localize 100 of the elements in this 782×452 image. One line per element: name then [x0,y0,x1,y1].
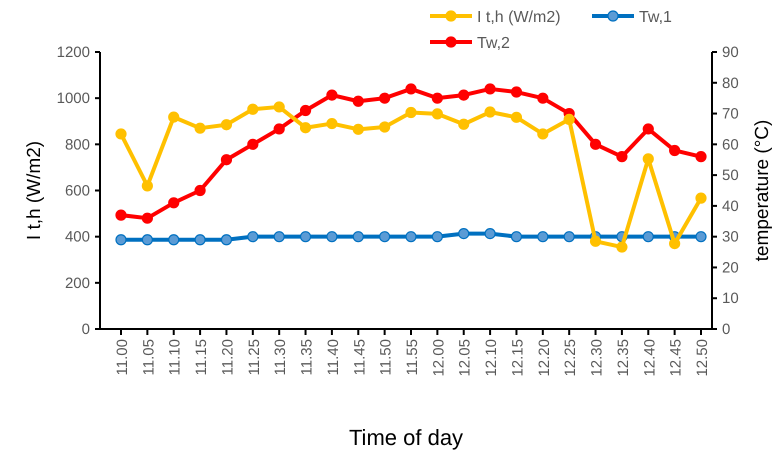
point [484,106,496,118]
legend-label: Tw,1 [639,9,672,26]
point [537,231,548,242]
point [642,123,654,135]
point [510,112,522,123]
point [669,144,680,156]
point [352,231,364,242]
point [326,118,338,130]
x-tick-label: 12.50 [694,339,711,377]
point [115,128,127,140]
point [300,104,312,116]
point [432,231,443,242]
point [300,231,312,242]
point [300,122,312,134]
y2-tick-label: 0 [722,321,730,338]
point [247,104,258,115]
point [405,106,417,118]
y2-axis-title: temperature (°C) [752,120,773,262]
x-tick-label: 11.55 [404,339,421,376]
point [458,118,470,130]
point [194,184,206,196]
point [510,231,522,242]
point [352,124,364,135]
x-tick-label: 12.40 [641,339,658,377]
point [616,151,628,162]
x-tick-label: 11.05 [140,339,158,376]
point [590,138,602,150]
y2-tick-label: 50 [722,167,739,184]
point [168,234,180,246]
x-tick-label: 11.30 [272,339,290,376]
point [379,231,390,242]
x-tick-label: 12.45 [668,339,685,377]
point [695,151,707,162]
point [247,138,258,150]
point [695,192,707,204]
x-tick-label: 11.15 [193,339,210,376]
point [564,231,575,242]
point [432,108,443,120]
point [115,234,127,246]
point [458,228,470,240]
point [168,111,180,123]
point [352,96,364,107]
point [484,228,496,240]
point [326,231,338,242]
x-tick-label: 11.20 [219,339,236,376]
y2-tick-label: 90 [722,44,739,61]
x-tick-label: 11.10 [166,339,184,376]
point [220,234,232,246]
x-tick-label: 12.35 [614,339,632,377]
point [432,92,443,104]
point [142,180,153,192]
point [379,121,390,133]
legend-label: Tw,2 [477,35,510,52]
point [142,234,153,246]
x-axis-title: Time of day [348,425,464,450]
point [510,86,522,98]
y2-tick-label: 70 [722,106,739,123]
y2-tick-label: 30 [722,228,739,246]
y-tick-label: 200 [64,274,90,292]
point [405,231,417,242]
x-tick-label: 12.25 [562,339,580,377]
y-tick-label: 600 [64,182,90,200]
x-tick-label: 11.50 [378,339,395,376]
y-tick-label: 800 [64,136,90,154]
point [405,83,417,95]
point [616,241,628,253]
point [590,236,602,247]
y-tick-label: 400 [64,228,90,246]
point [142,212,153,224]
point [642,153,654,164]
x-tick-label: 12.30 [588,339,606,377]
x-tick-label: 12.10 [483,339,500,377]
y2-tick-label: 10 [722,290,739,308]
point [537,92,548,104]
x-tick-label: 12.00 [430,339,448,377]
x-tick-label: 11.45 [351,339,368,376]
point [194,234,206,246]
x-tick-label: 12.05 [456,339,474,377]
y2-tick-label: 60 [722,136,739,154]
legend-label: I t,h (W/m2) [477,9,561,26]
point [537,128,548,140]
x-tick-label: 11.35 [298,339,316,376]
point [642,231,654,242]
x-tick-label: 11.25 [246,339,263,376]
y-tick-label: 1200 [56,44,90,61]
x-tick-label: 11.40 [324,339,342,376]
point [326,89,338,101]
x-tick-label: 12.20 [536,339,553,377]
point [274,123,285,135]
y-tick-label: 1000 [56,90,90,108]
y2-tick-label: 80 [722,74,739,92]
point [669,238,680,250]
point [564,114,575,126]
point [220,119,232,130]
y-axis-title: I t,h (W/m2) [24,140,45,240]
point [274,101,285,113]
point [194,122,206,134]
point [695,231,707,242]
point [115,210,127,221]
y2-tick-label: 20 [722,259,739,276]
